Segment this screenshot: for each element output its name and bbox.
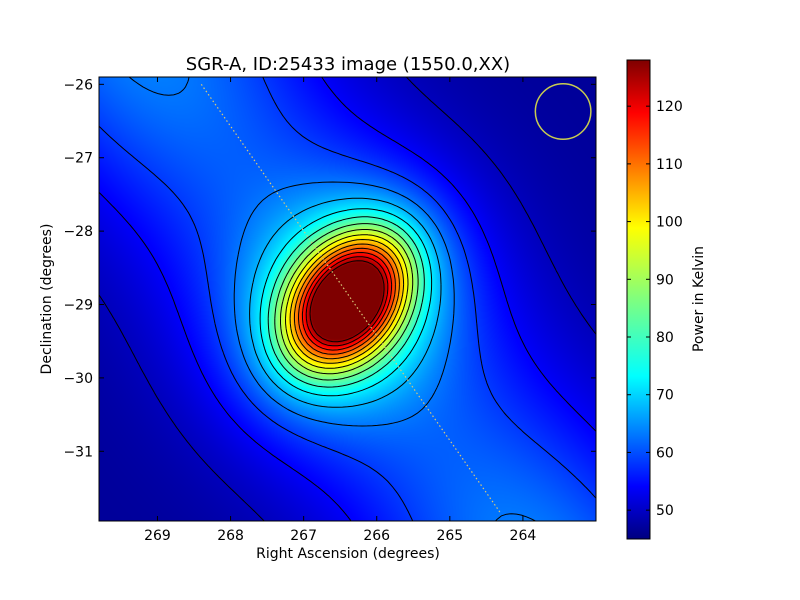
x-tick-label: 267 bbox=[290, 528, 317, 544]
y-axis-ticks: −26 −27 −28 −29 −30 −31 bbox=[63, 77, 596, 460]
colorbar-tick-label: 100 bbox=[656, 215, 683, 231]
colorbar-tick-label: 70 bbox=[656, 388, 674, 404]
x-axis-ticks: 269 268 267 266 265 264 bbox=[144, 77, 536, 544]
colorbar-tick-label: 120 bbox=[656, 99, 683, 115]
x-tick-label: 268 bbox=[217, 528, 244, 544]
x-tick-label: 269 bbox=[144, 528, 171, 544]
contour-line bbox=[309, 260, 385, 343]
colorbar: 50 60 70 80 90 100 110 120 Power in Kelvin bbox=[626, 59, 707, 540]
y-tick-label: −26 bbox=[63, 77, 93, 93]
y-tick-label: −30 bbox=[63, 371, 93, 387]
colorbar-tick-label: 110 bbox=[656, 157, 683, 173]
colorbar-tick-label: 60 bbox=[656, 445, 674, 461]
contour-line bbox=[99, 77, 596, 521]
contour-line bbox=[259, 208, 433, 397]
y-tick-label: −28 bbox=[63, 224, 93, 240]
x-axis-label: Right Ascension (degrees) bbox=[256, 546, 440, 562]
contour-line bbox=[128, 77, 536, 521]
x-tick-label: 265 bbox=[436, 528, 463, 544]
y-tick-label: −31 bbox=[63, 444, 93, 460]
colorbar-label: Power in Kelvin bbox=[691, 246, 707, 352]
chart-title: SGR-A, ID:25433 image (1550.0,XX) bbox=[186, 54, 510, 75]
contour-line bbox=[285, 234, 409, 369]
dotted-track bbox=[200, 83, 502, 515]
x-tick-label: 264 bbox=[510, 528, 537, 544]
contour-line bbox=[305, 256, 389, 347]
contour-line bbox=[289, 239, 405, 364]
contour-line bbox=[267, 216, 425, 388]
contour-line bbox=[280, 229, 414, 375]
contour-line bbox=[301, 252, 393, 351]
y-axis-label: Declination (degrees) bbox=[39, 224, 55, 375]
colorbar-ticks: 50 60 70 80 90 100 110 120 bbox=[627, 99, 683, 519]
colorbar-tick-label: 80 bbox=[656, 330, 674, 346]
colorbar-tick-label: 50 bbox=[656, 503, 674, 519]
x-tick-label: 266 bbox=[363, 528, 390, 544]
contour-line bbox=[293, 243, 400, 360]
colorbar-tick-label: 90 bbox=[656, 272, 674, 288]
y-tick-label: −27 bbox=[63, 151, 93, 167]
contour-lines bbox=[99, 77, 596, 521]
colorbar-gradient bbox=[626, 59, 651, 540]
contour-line bbox=[298, 247, 396, 355]
y-tick-label: −29 bbox=[63, 298, 93, 314]
contour-line bbox=[274, 223, 419, 381]
plot-frame bbox=[98, 76, 597, 522]
beam-circle bbox=[534, 82, 592, 141]
plot-area bbox=[99, 77, 596, 521]
contour-line bbox=[249, 197, 442, 408]
heatmap-image bbox=[99, 77, 596, 521]
